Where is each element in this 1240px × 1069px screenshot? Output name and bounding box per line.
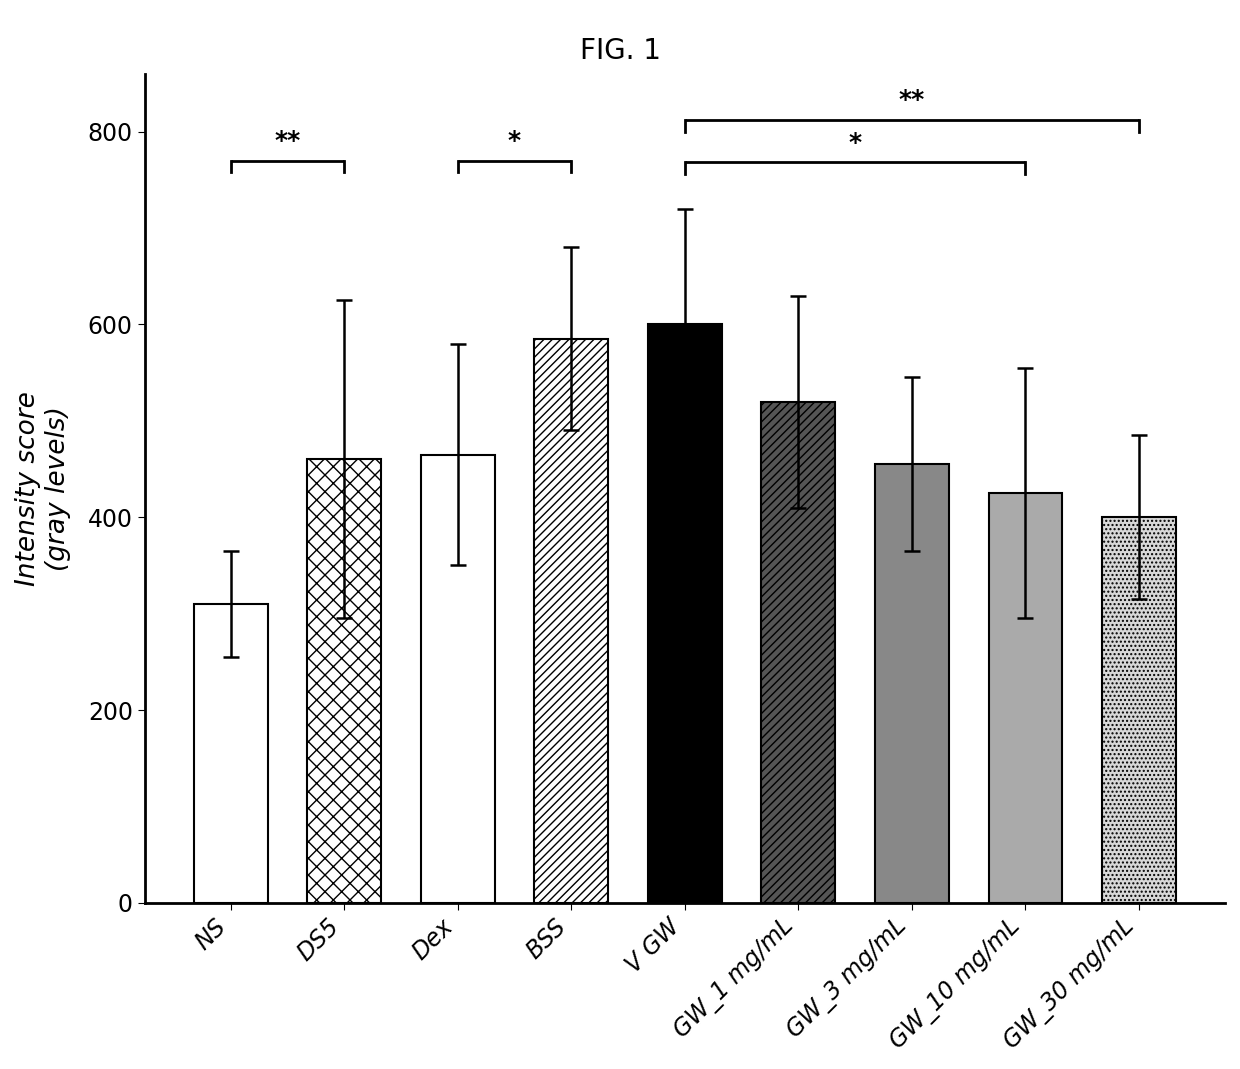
- Bar: [647, 324, 722, 903]
- Bar: [988, 493, 1063, 903]
- Bar: [420, 454, 495, 903]
- Bar: [193, 604, 268, 903]
- Text: **: **: [899, 89, 925, 112]
- Text: *: *: [848, 130, 862, 155]
- Text: **: **: [274, 129, 300, 153]
- Text: *: *: [508, 129, 521, 153]
- Bar: [1102, 517, 1176, 903]
- Bar: [308, 460, 381, 903]
- Bar: [875, 464, 949, 903]
- Y-axis label: Intensity score
(gray levels): Intensity score (gray levels): [15, 391, 71, 586]
- Text: FIG. 1: FIG. 1: [579, 37, 661, 65]
- Bar: [761, 402, 836, 903]
- Bar: [534, 339, 608, 903]
